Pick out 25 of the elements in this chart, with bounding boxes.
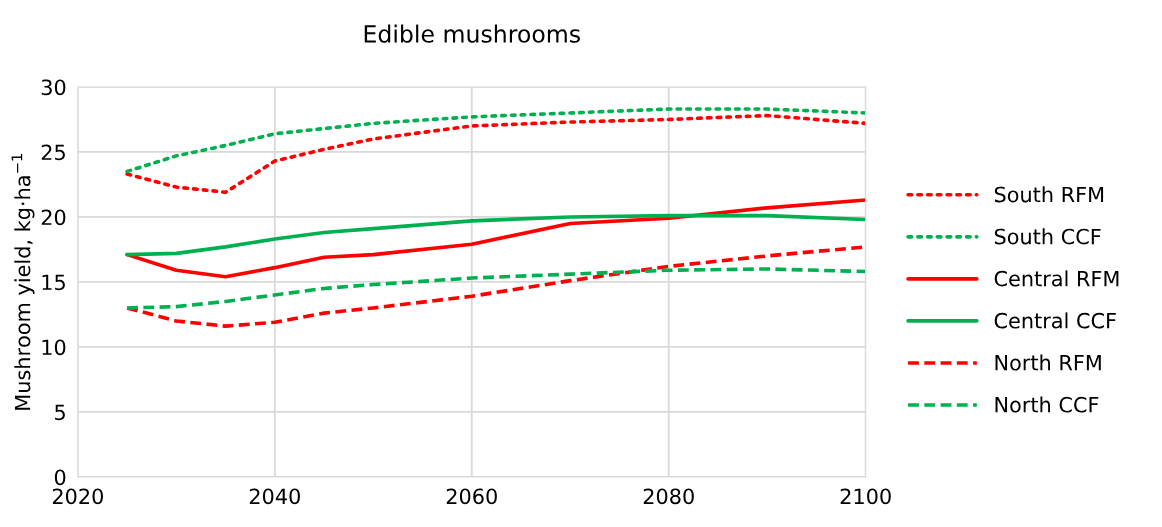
legend-label: North CCF bbox=[995, 396, 1099, 413]
x-tick-label: 2060 bbox=[446, 488, 497, 505]
legend-label: South RFM bbox=[994, 186, 1104, 203]
line-series bbox=[125, 113, 866, 195]
y-tick-label: 0 bbox=[54, 469, 66, 486]
y-tick-label: 30 bbox=[41, 79, 66, 96]
chart-title: Edible mushrooms bbox=[364, 24, 580, 43]
line-series bbox=[125, 107, 866, 174]
legend-label: North RFM bbox=[995, 354, 1101, 371]
y-axis-title: Mushroom yield, kg·ha$^{−1}$ bbox=[11, 154, 35, 410]
y-tick-label: 15 bbox=[42, 274, 65, 291]
line-series bbox=[125, 267, 866, 310]
y-tick-label: 5 bbox=[55, 404, 65, 421]
legend-label: South CCF bbox=[994, 228, 1101, 245]
x-tick-label: 2020 bbox=[52, 488, 103, 505]
y-tick-label: 25 bbox=[41, 144, 65, 161]
y-tick-label: 10 bbox=[42, 339, 66, 356]
x-tick-label: 2100 bbox=[840, 488, 891, 505]
line-series bbox=[125, 198, 866, 279]
x-tick-label: 2080 bbox=[643, 488, 694, 505]
legend-label: Central CCF bbox=[994, 312, 1116, 329]
legend-label: Central RFM bbox=[994, 270, 1119, 287]
x-tick-label: 2040 bbox=[249, 488, 300, 505]
line-series bbox=[125, 213, 866, 257]
y-tick-label: 20 bbox=[41, 209, 66, 226]
